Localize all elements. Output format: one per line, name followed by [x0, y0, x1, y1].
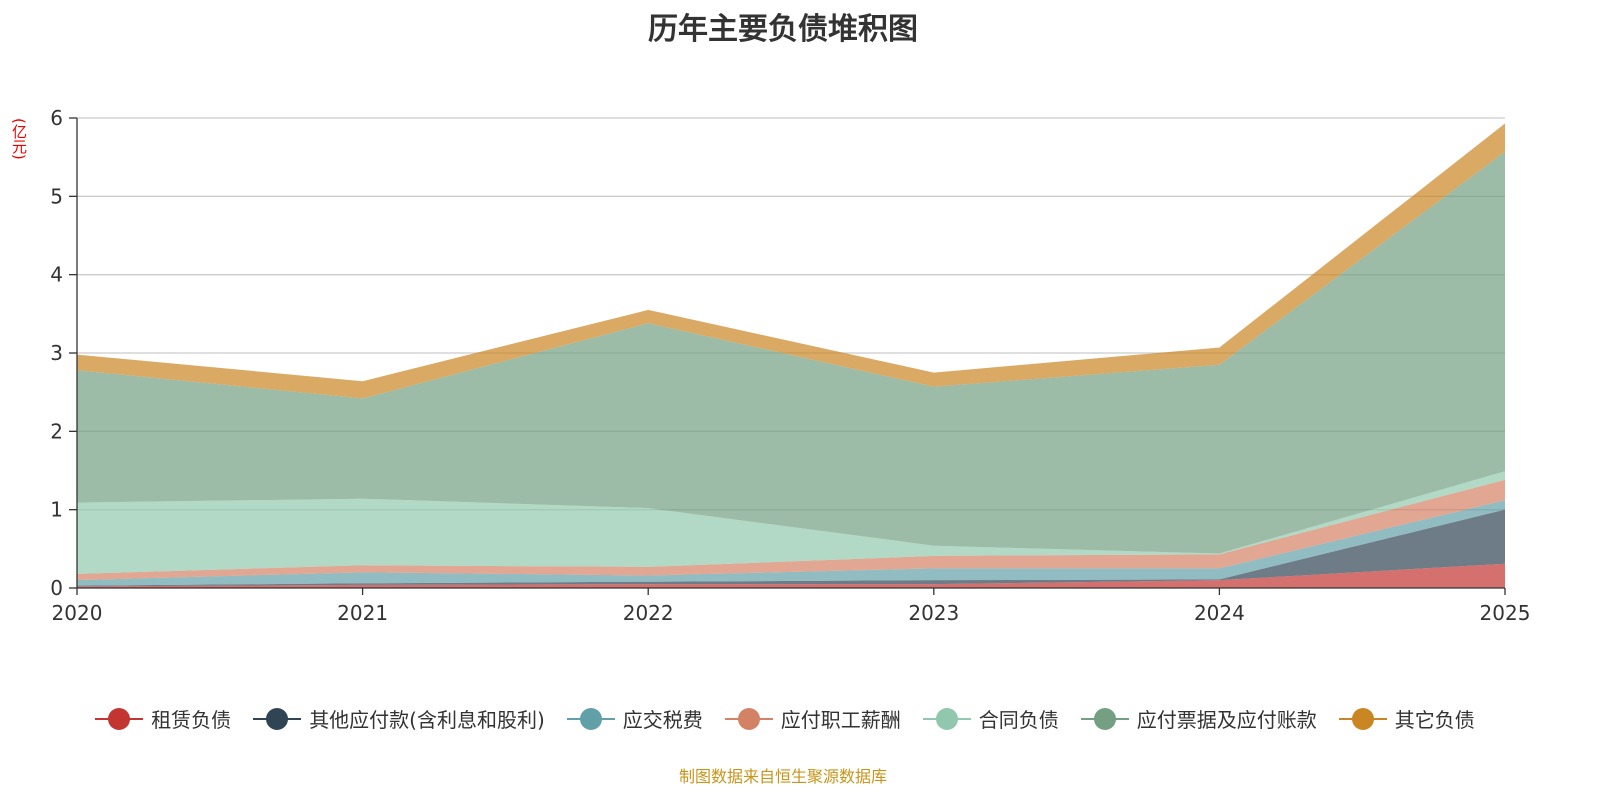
legend-marker-icon	[1080, 707, 1129, 731]
plot-area: 0 1 2 3 4 5 6 2020 2021 2022 2023 2024 2025	[50, 106, 1531, 625]
legend-marker-icon	[566, 707, 615, 731]
y-axis-unit-label: (亿元)	[10, 118, 28, 160]
y-tick-label: 5	[50, 184, 63, 208]
y-tick-label: 3	[50, 341, 63, 365]
legend-marker-icon	[1338, 707, 1387, 731]
x-tick-label: 2020	[52, 601, 103, 625]
legend-item[interactable]: 应付票据及应付账款	[1080, 704, 1317, 733]
legend-label: 应付职工薪酬	[780, 708, 901, 732]
chart-title: 历年主要负债堆积图	[648, 12, 918, 47]
area-series-0	[77, 563, 1505, 588]
area-series-6	[77, 123, 1505, 399]
x-tick-label: 2022	[623, 601, 674, 625]
area-series-2	[77, 500, 1505, 586]
legend-item[interactable]: 其他应付款(含利息和股利)	[253, 704, 545, 733]
legend-label: 其它负债	[1394, 708, 1475, 732]
x-tick-label: 2025	[1480, 601, 1531, 625]
legend-label: 其他应付款(含利息和股利)	[309, 708, 545, 732]
legend-item[interactable]: 租赁负债	[95, 704, 231, 733]
legend-item[interactable]: 其它负债	[1338, 704, 1475, 733]
legend-item[interactable]: 应交税费	[566, 704, 703, 733]
legend-label: 合同负债	[978, 708, 1059, 732]
legend-item[interactable]: 合同负债	[922, 704, 1059, 733]
legend-label: 租赁负债	[151, 708, 232, 732]
legend: 租赁负债 其他应付款(含利息和股利) 应交税费 应付职工薪酬 合同负债 应付票据及应付账款…	[0, 704, 1570, 733]
area-series-4	[77, 471, 1505, 574]
area-series-3	[77, 479, 1505, 581]
x-tick-label: 2023	[908, 601, 959, 625]
legend-label: 应交税费	[622, 708, 703, 732]
legend-label: 应付票据及应付账款	[1136, 708, 1317, 732]
area-series-5	[77, 151, 1505, 554]
x-tick-label: 2021	[337, 601, 388, 625]
data-source-footer: 制图数据来自恒生聚源数据库	[678, 767, 887, 786]
legend-marker-icon	[922, 707, 971, 731]
y-tick-label: 0	[50, 576, 63, 600]
legend-marker-icon	[95, 707, 144, 731]
legend-item[interactable]: 应付职工薪酬	[724, 704, 901, 733]
y-tick-label: 6	[50, 106, 63, 130]
legend-marker-icon	[724, 707, 773, 731]
x-tick-label: 2024	[1194, 601, 1245, 625]
y-tick-label: 4	[50, 263, 63, 287]
legend-marker-icon	[253, 707, 302, 731]
y-tick-label: 2	[50, 419, 63, 443]
y-tick-label: 1	[50, 498, 63, 522]
